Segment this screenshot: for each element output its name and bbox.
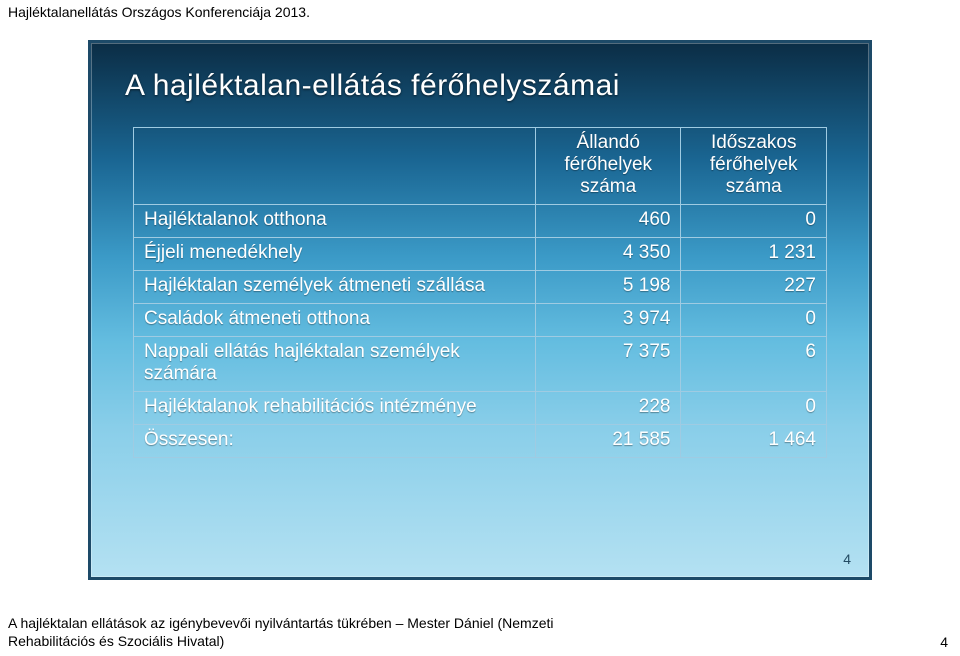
table-body: Hajléktalanok otthona 460 0 Éjjeli mened… (134, 205, 827, 458)
row-value: 6 (681, 337, 827, 392)
data-table: Állandó férőhelyek száma Időszakos férőh… (133, 127, 827, 458)
page: Hajléktalanellátás Országos Konferenciáj… (0, 0, 960, 656)
table-row: Családok átmeneti otthona 3 974 0 (134, 304, 827, 337)
row-value: 227 (681, 271, 827, 304)
row-value: 21 585 (535, 425, 681, 458)
table-header-col2: Időszakos férőhelyek száma (681, 128, 827, 205)
table-container: Állandó férőhelyek száma Időszakos férőh… (133, 127, 827, 458)
footer-line1: A hajléktalan ellátások az igénybevevői … (8, 615, 554, 633)
table-row: Hajléktalanok otthona 460 0 (134, 205, 827, 238)
row-label: Nappali ellátás hajléktalan személyek sz… (134, 337, 536, 392)
row-value: 460 (535, 205, 681, 238)
table-row: Nappali ellátás hajléktalan személyek sz… (134, 337, 827, 392)
row-value: 228 (535, 392, 681, 425)
row-label: Hajléktalanok rehabilitációs intézménye (134, 392, 536, 425)
row-value: 4 350 (535, 238, 681, 271)
table-header-col1: Állandó férőhelyek száma (535, 128, 681, 205)
row-label: Családok átmeneti otthona (134, 304, 536, 337)
table-row: Éjjeli menedékhely 4 350 1 231 (134, 238, 827, 271)
document-header: Hajléktalanellátás Országos Konferenciáj… (8, 4, 310, 20)
footer-line2: Rehabilitációs és Szociális Hivatal) (8, 633, 554, 651)
slide-number: 4 (843, 551, 851, 567)
row-value: 1 464 (681, 425, 827, 458)
row-label: Hajléktalanok otthona (134, 205, 536, 238)
row-value: 5 198 (535, 271, 681, 304)
row-label: Hajléktalan személyek átmeneti szállása (134, 271, 536, 304)
table-header-row: Állandó férőhelyek száma Időszakos férőh… (134, 128, 827, 205)
table-row: Összesen: 21 585 1 464 (134, 425, 827, 458)
row-value: 0 (681, 205, 827, 238)
row-value: 7 375 (535, 337, 681, 392)
slide-title: A hajléktalan-ellátás férőhelyszámai (91, 43, 869, 117)
row-value: 0 (681, 304, 827, 337)
row-value: 1 231 (681, 238, 827, 271)
footer-caption: A hajléktalan ellátások az igénybevevői … (8, 615, 554, 650)
table-row: Hajléktalan személyek átmeneti szállása … (134, 271, 827, 304)
row-label: Éjjeli menedékhely (134, 238, 536, 271)
table-header-blank (134, 128, 536, 205)
table-row: Hajléktalanok rehabilitációs intézménye … (134, 392, 827, 425)
slide: A hajléktalan-ellátás férőhelyszámai Áll… (88, 40, 872, 580)
row-value: 3 974 (535, 304, 681, 337)
row-label: Összesen: (134, 425, 536, 458)
row-value: 0 (681, 392, 827, 425)
page-number: 4 (940, 634, 948, 650)
